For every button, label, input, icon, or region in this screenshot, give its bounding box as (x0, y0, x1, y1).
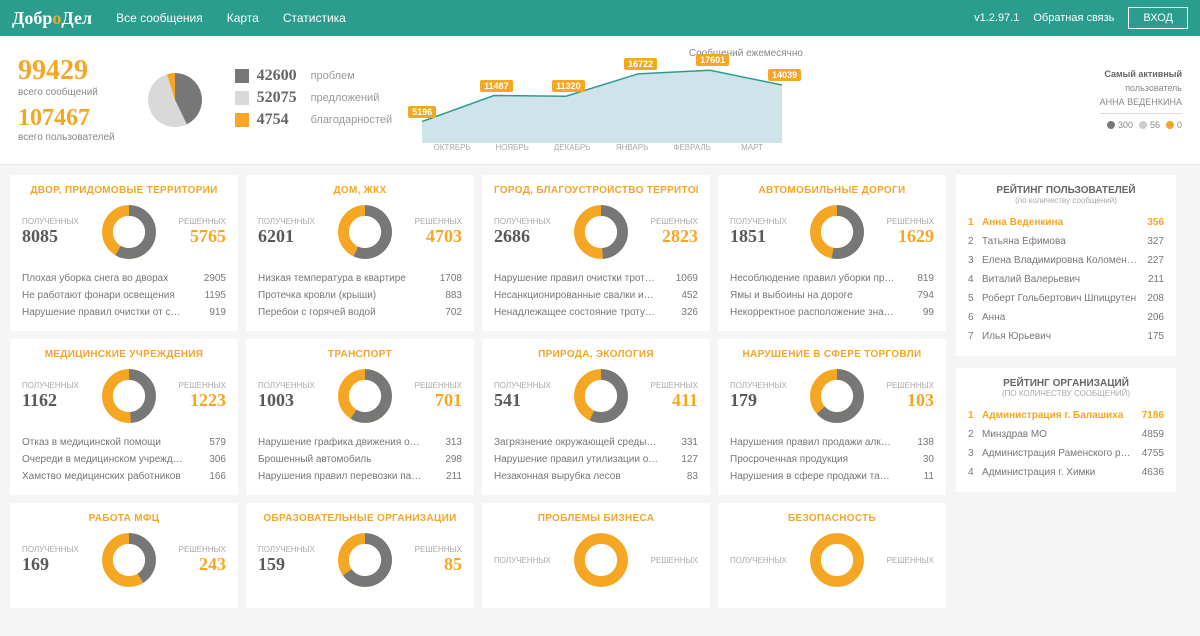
card-row[interactable]: Загрязнение окружающей среды,…331 (494, 434, 698, 451)
card-title: АВТОМОБИЛЬНЫЕ ДОРОГИ (730, 185, 934, 196)
card-title: ДВОР, ПРИДОМОВЫЕ ТЕРРИТОРИИ (22, 185, 226, 196)
card-row[interactable]: Брошенный автомобиль298 (258, 451, 462, 468)
category-card[interactable]: НАРУШЕНИЕ В СФЕРЕ ТОРГОВЛИ ПОЛУЧЕННЫХ179… (718, 339, 946, 495)
legend: 42600проблем52075предложений4754благодар… (235, 67, 393, 133)
card-title: ОБРАЗОВАТЕЛЬНЫЕ ОРГАНИЗАЦИИ (258, 513, 462, 524)
card-row[interactable]: Нарушение правил очистки трот…1069 (494, 270, 698, 287)
card-row[interactable]: Перебои с горячей водой702 (258, 304, 462, 321)
card-row[interactable]: Плохая уборка снега во дворах2905 (22, 270, 226, 287)
rank-row[interactable]: 2Минздрав МО4859 (968, 425, 1164, 444)
card-row[interactable]: Нарушения в сфере продажи таба…11 (730, 468, 934, 485)
feedback-link[interactable]: Обратная связь (1033, 12, 1114, 24)
total-users: 107467 (18, 106, 115, 130)
rank-row[interactable]: 3Администрация Раменского района4755 (968, 444, 1164, 463)
card-title: РАБОТА МФЦ (22, 513, 226, 524)
category-card[interactable]: ДВОР, ПРИДОМОВЫЕ ТЕРРИТОРИИ ПОЛУЧЕННЫХ80… (10, 175, 238, 331)
total-messages: 99429 (18, 57, 115, 85)
user-ranking: РЕЙТИНГ ПОЛЬЗОВАТЕЛЕЙ (по количеству соо… (956, 175, 1176, 356)
card-row[interactable]: Незаконная вырубка лесов83 (494, 468, 698, 485)
card-row[interactable]: Отказ в медицинской помощи579 (22, 434, 226, 451)
category-card[interactable]: ПРОБЛЕМЫ БИЗНЕСА ПОЛУЧЕННЫХРЕШЕННЫХ (482, 503, 710, 608)
category-card[interactable]: ДОМ, ЖКХ ПОЛУЧЕННЫХ6201РЕШЕННЫХ4703Низка… (246, 175, 474, 331)
card-row[interactable]: Ямы и выбоины на дороге794 (730, 287, 934, 304)
rank-row[interactable]: 6Анна206 (968, 308, 1164, 327)
rank-row[interactable]: 4Администрация г. Химки4636 (968, 463, 1164, 482)
card-row[interactable]: Нарушение графика движения об…313 (258, 434, 462, 451)
category-card[interactable]: ТРАНСПОРТ ПОЛУЧЕННЫХ1003РЕШЕННЫХ701Наруш… (246, 339, 474, 495)
card-row[interactable]: Хамство медицинских работников166 (22, 468, 226, 485)
nav-item[interactable]: Карта (227, 11, 259, 25)
card-row[interactable]: Протечка кровли (крыши)883 (258, 287, 462, 304)
monthly-chart-box: Сообщений ежемесячно 5196114871132016722… (422, 48, 1070, 152)
card-title: ПРОБЛЕМЫ БИЗНЕСА (494, 513, 698, 524)
org-ranking: РЕЙТИНГ ОРГАНИЗАЦИЙ (ПО КОЛИЧЕСТВУ СООБЩ… (956, 368, 1176, 492)
card-row[interactable]: Очереди в медицинском учрежде…306 (22, 451, 226, 468)
nav-item[interactable]: Все сообщения (116, 11, 203, 25)
nav: Все сообщения Карта Статистика (116, 11, 370, 25)
card-row[interactable]: Некорректное расположение зна…99 (730, 304, 934, 321)
card-row[interactable]: Нарушения правил продажи алко…138 (730, 434, 934, 451)
card-row[interactable]: Нарушение правил утилизации от…127 (494, 451, 698, 468)
category-card[interactable]: ПРИРОДА, ЭКОЛОГИЯ ПОЛУЧЕННЫХ541РЕШЕННЫХ4… (482, 339, 710, 495)
card-title: ТРАНСПОРТ (258, 349, 462, 360)
card-title: ГОРОД, БЛАГОУСТРОЙСТВО ТЕРРИТОРИЙ (494, 185, 698, 196)
card-row[interactable]: Ненадлежащее состояние троту…326 (494, 304, 698, 321)
category-card[interactable]: ОБРАЗОВАТЕЛЬНЫЕ ОРГАНИЗАЦИИ ПОЛУЧЕННЫХ15… (246, 503, 474, 608)
nav-item[interactable]: Статистика (283, 11, 346, 25)
category-card[interactable]: АВТОМОБИЛЬНЫЕ ДОРОГИ ПОЛУЧЕННЫХ1851РЕШЕН… (718, 175, 946, 331)
rank-row[interactable]: 4Виталий Валерьевич211 (968, 270, 1164, 289)
version: v1.2.97.1 (974, 12, 1019, 24)
card-row[interactable]: Нарушение правил очистки от с…919 (22, 304, 226, 321)
card-row[interactable]: Несоблюдение правил уборки пр…819 (730, 270, 934, 287)
card-row[interactable]: Нарушения правил перевозки пас…211 (258, 468, 462, 485)
header-stats: 99429 всего сообщений 107467 всего польз… (0, 36, 1200, 165)
category-card[interactable]: ГОРОД, БЛАГОУСТРОЙСТВО ТЕРРИТОРИЙ ПОЛУЧЕ… (482, 175, 710, 331)
category-card[interactable]: РАБОТА МФЦ ПОЛУЧЕННЫХ169РЕШЕННЫХ243 (10, 503, 238, 608)
card-row[interactable]: Низкая температура в квартире1708 (258, 270, 462, 287)
card-row[interactable]: Несанкционированные свалки и…452 (494, 287, 698, 304)
pie-chart (145, 70, 205, 130)
rank-row[interactable]: 7Илья Юрьевич175 (968, 327, 1164, 346)
rank-row[interactable]: 5Роберт Гольбертович Шпицрутен208 (968, 289, 1164, 308)
logo[interactable]: ДоброДел (12, 8, 92, 29)
card-row[interactable]: Не работают фонари освещения1195 (22, 287, 226, 304)
rank-row[interactable]: 3Елена Владимировна Коломенская227 (968, 251, 1164, 270)
active-user: Самый активный пользователь АННА ВЕДЕНКИ… (1100, 69, 1182, 131)
rank-row[interactable]: 2Татьяна Ефимова327 (968, 232, 1164, 251)
card-title: ПРИРОДА, ЭКОЛОГИЯ (494, 349, 698, 360)
category-card[interactable]: БЕЗОПАСНОСТЬ ПОЛУЧЕННЫХРЕШЕННЫХ (718, 503, 946, 608)
rank-row[interactable]: 1Анна Веденкина356 (968, 213, 1164, 232)
card-title: МЕДИЦИНСКИЕ УЧРЕЖДЕНИЯ (22, 349, 226, 360)
card-row[interactable]: Просроченная продукция30 (730, 451, 934, 468)
login-button[interactable]: ВХОД (1128, 7, 1188, 29)
category-card[interactable]: МЕДИЦИНСКИЕ УЧРЕЖДЕНИЯ ПОЛУЧЕННЫХ1162РЕШ… (10, 339, 238, 495)
topbar: ДоброДел Все сообщения Карта Статистика v1… (0, 0, 1200, 36)
card-title: НАРУШЕНИЕ В СФЕРЕ ТОРГОВЛИ (730, 349, 934, 360)
card-title: ДОМ, ЖКХ (258, 185, 462, 196)
card-title: БЕЗОПАСНОСТЬ (730, 513, 934, 524)
cards-grid: ДВОР, ПРИДОМОВЫЕ ТЕРРИТОРИИ ПОЛУЧЕННЫХ80… (10, 175, 946, 608)
rank-row[interactable]: 1Администрация г. Балашиха7186 (968, 406, 1164, 425)
